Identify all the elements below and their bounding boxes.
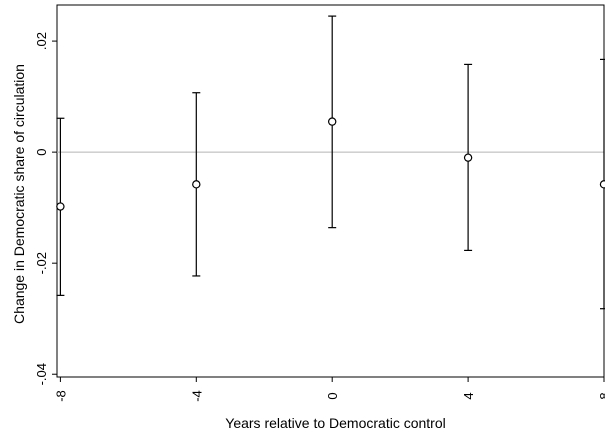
x-tick-label: -4 — [189, 390, 204, 402]
y-tick-label: .02 — [34, 32, 49, 50]
x-tick-label: 8 — [597, 392, 605, 399]
y-tick-label: -.02 — [34, 252, 49, 274]
x-tick-label: 4 — [461, 392, 476, 399]
estimates — [56, 15, 605, 310]
y-tick-label: 0 — [34, 149, 49, 156]
point-estimate — [327, 117, 337, 126]
y-tick-label: -.04 — [34, 363, 49, 385]
x-axis: -8 -4 0 4 8 — [53, 377, 605, 402]
y-axis: -.04 -.02 0 .02 — [34, 32, 57, 385]
point-estimate — [599, 180, 605, 189]
point-estimate — [56, 202, 65, 211]
x-tick-label: -8 — [53, 390, 68, 402]
x-tick-label: 0 — [325, 392, 340, 399]
point-estimate — [463, 153, 473, 162]
point-estimate — [192, 180, 201, 189]
x-axis-label: Years relative to Democratic control — [225, 415, 445, 431]
y-axis-label: Change in Democratic share of circulatio… — [11, 64, 27, 324]
